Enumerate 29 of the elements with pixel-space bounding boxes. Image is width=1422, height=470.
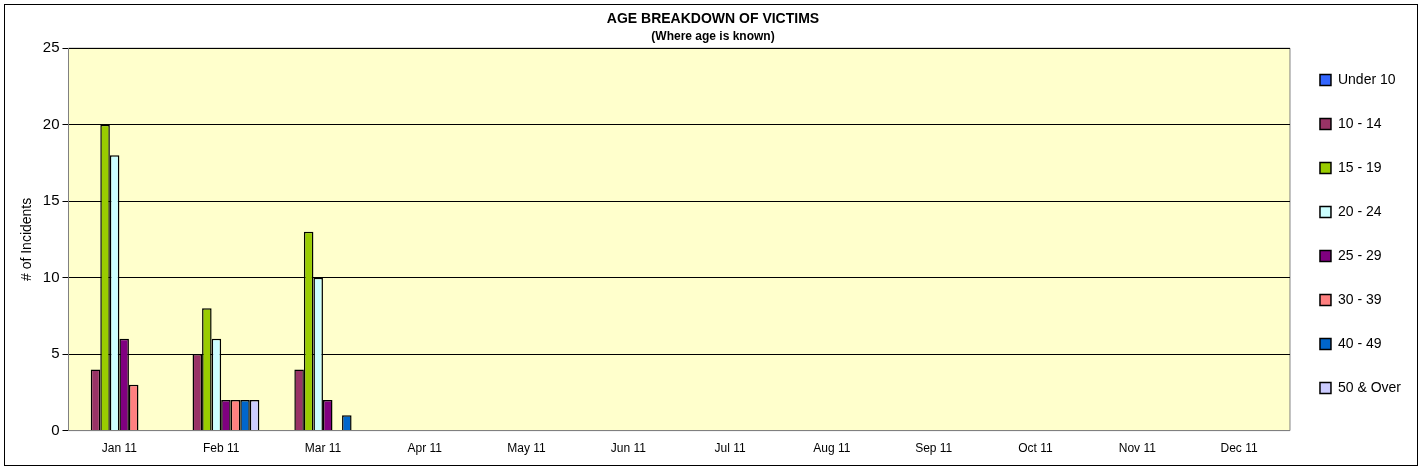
legend-label: 10 - 14 <box>1337 114 1382 131</box>
legend-label: Under 10 <box>1337 70 1396 87</box>
x-tick-label: Aug 11 <box>813 441 851 456</box>
legend-label: 50 & Over <box>1337 378 1402 395</box>
x-tick-label: Jul 11 <box>714 441 747 456</box>
y-tick-label: 25 <box>42 38 60 56</box>
x-tick-label: Feb 11 <box>202 441 240 456</box>
legend-label: 30 - 39 <box>1337 290 1382 307</box>
y-tick-label: 5 <box>51 344 60 362</box>
x-tick-label: Jun 11 <box>610 441 647 456</box>
y-tick-label: 20 <box>42 114 60 132</box>
x-tick-label: Oct 11 <box>1018 441 1054 456</box>
chart-title: AGE BREAKDOWN OF VICTIMS <box>606 10 820 27</box>
legend-label: 25 - 29 <box>1337 246 1382 263</box>
x-tick-label: Apr 11 <box>407 441 443 456</box>
x-tick-label: Dec 11 <box>1220 441 1258 456</box>
x-tick-label: Nov 11 <box>1118 441 1157 456</box>
x-tick-label: Mar 11 <box>304 441 342 456</box>
legend-label: 15 - 19 <box>1337 158 1382 175</box>
chart-subtitle: (Where age is known) <box>651 29 775 44</box>
legend-label: 40 - 49 <box>1337 334 1382 351</box>
legend-label: 20 - 24 <box>1337 202 1382 219</box>
y-tick-label: 10 <box>42 267 60 285</box>
y-tick-label: 15 <box>42 191 60 209</box>
x-tick-label: Sep 11 <box>915 441 953 456</box>
x-tick-label: May 11 <box>507 441 547 456</box>
y-tick-label: 0 <box>51 420 60 438</box>
x-tick-label: Jan 11 <box>101 441 138 456</box>
y-axis-title: # of Incidents <box>18 197 35 282</box>
